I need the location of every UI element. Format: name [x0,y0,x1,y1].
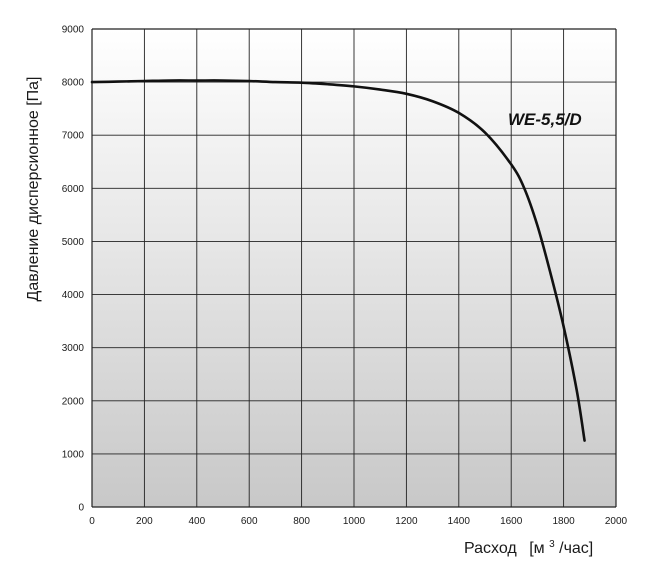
y-tick-label: 7000 [62,131,85,142]
x-tick-label: 600 [241,516,258,527]
x-axis-title: Расход [м 3 /час] [464,534,593,557]
y-tick-label: 9000 [62,25,85,36]
x-tick-label: 1200 [395,516,418,527]
y-tick-label: 8000 [62,78,85,89]
x-tick-label: 1800 [552,516,575,527]
x-tick-label: 200 [136,516,153,527]
x-tick-label: 2000 [605,516,628,527]
y-axis-title: Давление дисперсионное [Па] [25,77,42,302]
y-tick-label: 0 [78,503,84,514]
x-tick-label: 1600 [500,516,523,527]
x-tick-label: 800 [293,516,310,527]
x-axis-title-main: Расход [464,540,517,557]
x-tick-label: 400 [188,516,205,527]
x-axis-unit-prefix: [м [529,540,544,557]
y-tick-label: 4000 [62,290,85,301]
y-tick-label: 6000 [62,184,85,195]
x-axis-unit-sup: 3 [549,539,555,550]
x-tick-label: 0 [89,516,95,527]
y-tick-label: 1000 [62,449,85,460]
series-line [90,79,586,442]
x-tick-label: 1400 [448,516,471,527]
y-tick-label: 5000 [62,237,85,248]
y-tick-label: 2000 [62,396,85,407]
y-tick-label: 3000 [62,343,85,354]
series-label: WE-5,5/D [508,110,582,129]
x-axis-unit-suffix: /час] [559,540,593,557]
x-tick-label: 1000 [343,516,366,527]
